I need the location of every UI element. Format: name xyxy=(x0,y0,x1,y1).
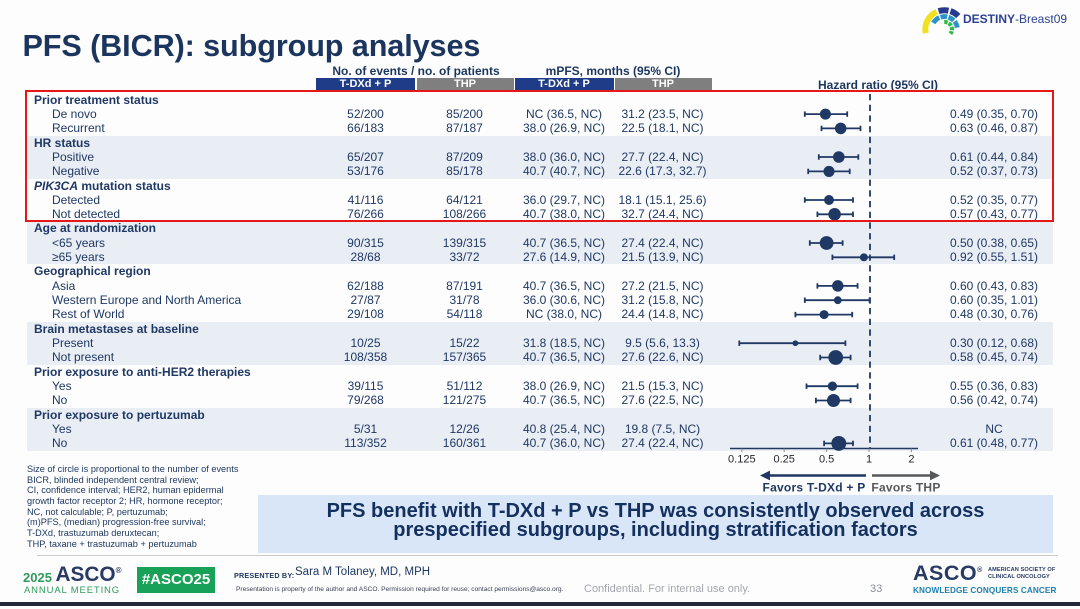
svg-text:0.25: 0.25 xyxy=(773,454,794,466)
svg-text:Favors T-DXd + P: Favors T-DXd + P xyxy=(762,481,865,495)
svg-text:1: 1 xyxy=(866,454,872,466)
svg-text:0.5: 0.5 xyxy=(819,454,834,466)
svg-text:Favors THP: Favors THP xyxy=(871,481,940,495)
svg-text:2: 2 xyxy=(908,454,914,466)
svg-text:0.125: 0.125 xyxy=(728,454,756,466)
